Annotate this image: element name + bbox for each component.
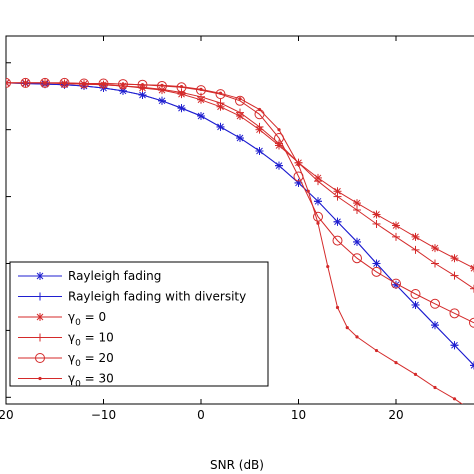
dot-marker — [160, 83, 164, 87]
dot-marker — [140, 83, 145, 87]
star-marker — [431, 244, 439, 252]
star-marker — [412, 233, 419, 241]
legend-label-sub: 0 — [75, 339, 81, 349]
legend-label-base: γ — [68, 331, 75, 345]
dot-marker — [433, 385, 437, 390]
legend-label-rest: = 30 — [81, 372, 114, 386]
circle-marker — [449, 308, 460, 319]
legend-label-rest: = 20 — [81, 351, 114, 365]
series-line — [6, 82, 463, 404]
legend-label-base: γ — [68, 351, 75, 365]
series-3 — [6, 78, 474, 293]
x-tick-label: 20 — [388, 408, 403, 422]
dot-marker — [199, 87, 203, 91]
dot-marker — [326, 264, 330, 269]
legend-label-rest: = 10 — [81, 331, 114, 345]
legend-label-sub: 0 — [75, 318, 81, 328]
dot-marker — [345, 326, 349, 330]
star-marker — [470, 364, 474, 369]
legend-label: γ0 = 10 — [68, 331, 114, 349]
dot-marker — [38, 376, 42, 381]
star-marker — [470, 264, 474, 269]
legend-label-rest: = 0 — [81, 310, 106, 324]
circle-marker — [391, 278, 401, 289]
circle-marker — [313, 211, 323, 222]
dot-marker — [62, 81, 67, 85]
dot-marker — [277, 128, 281, 132]
series-layer — [6, 77, 474, 404]
star-marker — [392, 222, 400, 229]
dot-marker — [374, 348, 379, 353]
star-marker — [36, 313, 44, 321]
legend-label: γ0 = 30 — [68, 372, 114, 390]
legend-box — [9, 261, 269, 387]
dot-marker — [257, 107, 262, 112]
legend-label: Rayleigh fading with diversity — [68, 290, 246, 304]
x-axis-title: SNR (dB) — [210, 458, 264, 472]
dot-marker — [218, 91, 223, 95]
star-marker — [36, 272, 44, 280]
star-marker — [451, 254, 458, 262]
dot-marker — [179, 85, 184, 89]
legend-item: γ0 = 20 — [18, 351, 114, 369]
legend-label-sub: 0 — [75, 380, 81, 390]
legend-label: Rayleigh fading — [68, 269, 161, 283]
x-tick-label: −10 — [91, 408, 116, 422]
dot-marker — [316, 221, 320, 225]
legend-item: Rayleigh fading — [18, 269, 161, 283]
star-marker — [6, 79, 10, 84]
dot-marker — [306, 189, 310, 193]
star-marker — [373, 211, 380, 218]
circle-marker — [469, 317, 474, 328]
x-tick-label: 10 — [291, 408, 306, 422]
plot-frame — [5, 35, 474, 405]
series-5 — [6, 81, 463, 404]
dot-marker — [413, 372, 418, 376]
x-tick-label: 0 — [197, 408, 205, 422]
circle-marker — [371, 266, 382, 277]
legend-item: γ0 = 10 — [18, 331, 114, 349]
dot-marker — [452, 397, 457, 401]
dot-marker — [296, 163, 301, 167]
legend-item: γ0 = 30 — [18, 372, 114, 390]
dot-marker — [355, 335, 359, 339]
dot-marker — [6, 81, 8, 85]
dot-marker — [335, 305, 340, 310]
circle-marker — [332, 235, 343, 246]
series-2 — [6, 78, 474, 273]
legend: Rayleigh fading Rayleigh fading with dive… — [9, 261, 269, 390]
legend-label-sub: 0 — [75, 359, 81, 369]
star-marker — [334, 187, 341, 195]
dot-marker — [238, 97, 242, 101]
star-marker — [353, 199, 361, 207]
legend-label: γ0 = 0 — [68, 310, 106, 328]
legend-item: Rayleigh fading with diversity — [18, 290, 246, 304]
dot-marker — [43, 81, 47, 85]
circle-marker — [352, 253, 362, 264]
dot-marker — [121, 82, 125, 86]
legend-label-base: γ — [68, 372, 75, 386]
x-tick-label: 20 — [0, 408, 14, 422]
legend-label-base: γ — [68, 310, 75, 324]
dot-marker — [394, 361, 398, 365]
dot-marker — [82, 81, 86, 86]
legend-item: γ0 = 0 — [18, 310, 106, 328]
dot-marker — [23, 81, 28, 85]
star-marker — [470, 267, 474, 272]
star-marker — [6, 82, 10, 87]
legend-label: γ0 = 20 — [68, 351, 114, 369]
circle-marker — [35, 353, 45, 363]
circle-marker — [430, 298, 440, 309]
dot-marker — [101, 81, 106, 86]
circle-marker — [410, 288, 421, 299]
